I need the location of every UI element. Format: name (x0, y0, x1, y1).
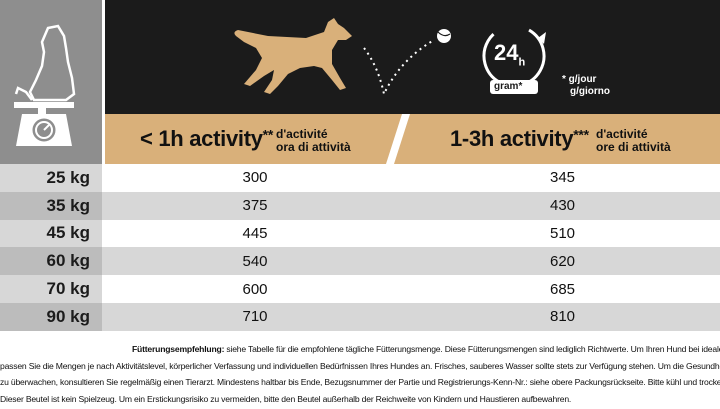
weight-label: 60 kg (0, 247, 102, 276)
cell-low: 375 (242, 197, 268, 215)
weight-label: 25 kg (0, 164, 102, 192)
cell-low: 710 (242, 308, 268, 326)
clock-24h-icon (482, 24, 546, 94)
table-row: 60 kg 540 620 (0, 247, 720, 276)
cell-high: 685 (549, 280, 576, 298)
unit-fr: * g/jour (562, 74, 597, 85)
cell-high: 510 (549, 224, 576, 242)
footnote-line-2: passen Sie die Mengen je nach Aktivitäts… (0, 360, 720, 371)
unit-it: g/giorno (570, 86, 610, 97)
footnote-line-4: Dieser Beutel ist kein Spielzeug. Um ein… (0, 393, 572, 404)
table-row: 45 kg 445 510 (0, 219, 720, 248)
feeding-footnote: Fütterungsempfehlung: siehe Tabelle für … (0, 341, 720, 407)
activity-divider (386, 114, 410, 164)
running-dog-icon (234, 18, 352, 94)
weight-label: 45 kg (0, 219, 102, 248)
table-row: 90 kg 710 810 (0, 303, 720, 331)
cell-low: 300 (242, 169, 268, 187)
cell-high: 810 (549, 308, 576, 326)
cell-low: 445 (242, 224, 268, 242)
footnote-lead: Fütterungsempfehlung: (132, 344, 225, 354)
activity-band (105, 114, 720, 164)
footnote-line-3: zu überwachen, konsultieren Sie regelmäß… (0, 377, 720, 388)
ball-trajectory-icon (363, 29, 451, 98)
cell-high: 430 (549, 197, 576, 215)
weight-label: 35 kg (0, 191, 102, 220)
table-row: 35 kg 375 430 (0, 191, 720, 220)
activity-low-sub: d'activité ora di attività (276, 127, 351, 154)
activity-low: < 1h activity** (140, 126, 273, 151)
weight-label: 90 kg (0, 303, 102, 331)
hours-badge: 24h (494, 40, 526, 69)
gram-label: gram* (494, 81, 523, 92)
cell-high: 345 (549, 169, 576, 187)
dog-on-scale-icon (14, 24, 76, 146)
header-band (105, 0, 720, 114)
cell-low: 540 (242, 252, 268, 270)
table-row: 70 kg 600 685 (0, 275, 720, 303)
cell-high: 620 (549, 252, 576, 270)
cell-low: 600 (242, 280, 268, 298)
footnote-line-1: siehe Tabelle für die empfohlene täglich… (226, 344, 720, 354)
activity-high-sub: d'activité ore di attività (596, 127, 671, 154)
weight-label: 70 kg (0, 275, 102, 303)
table-row: 25 kg 300 345 (0, 164, 720, 192)
activity-high: 1-3h activity*** (450, 126, 589, 151)
